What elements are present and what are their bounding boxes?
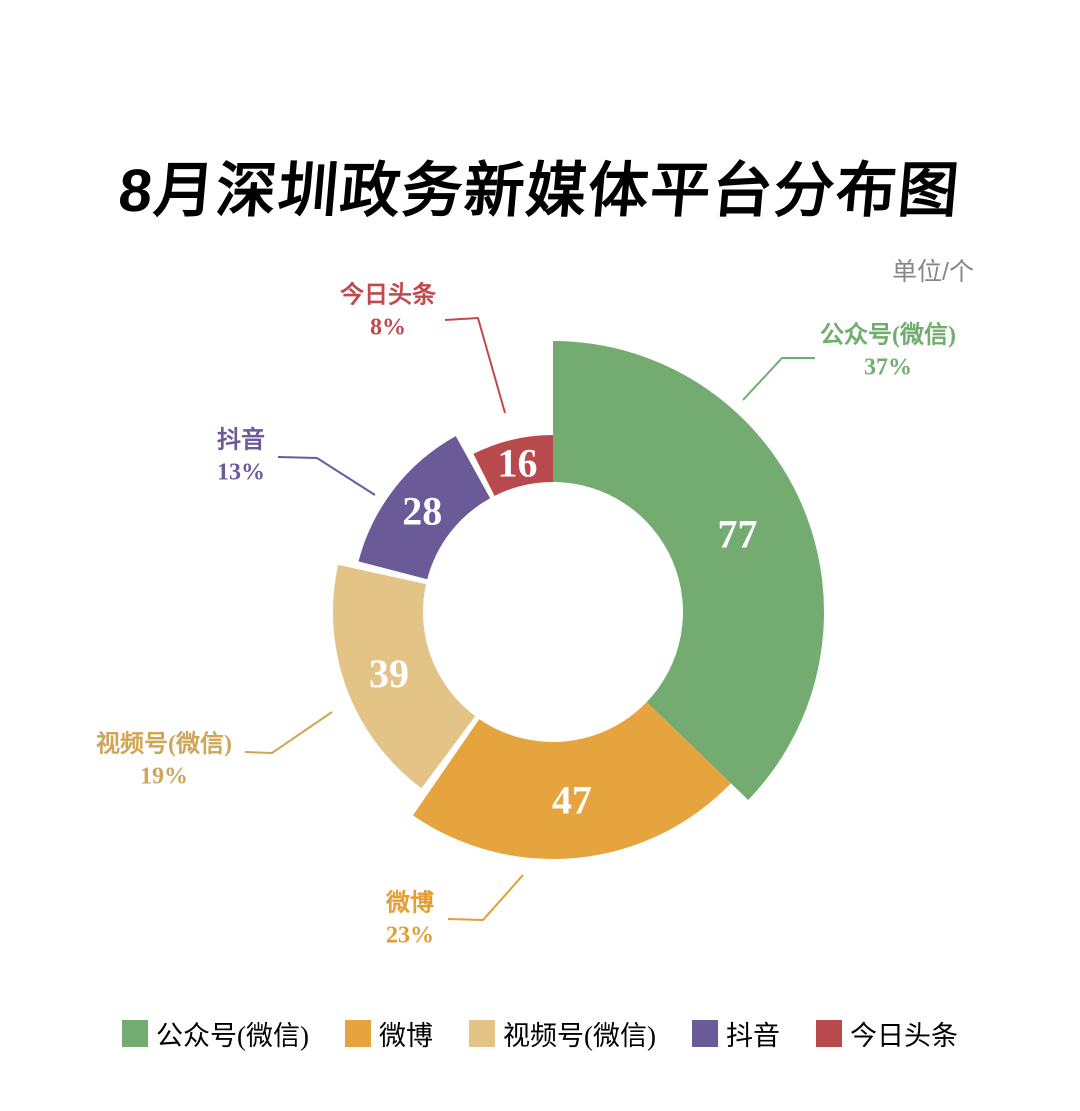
callout-name: 视频号(微信) [96,731,232,758]
legend-label: 视频号(微信) [503,1021,656,1051]
slice-value-wechat-channels: 39 [369,651,409,696]
callout-percent: 8% [370,314,406,340]
legend-item-wechat-official[interactable]: 公众号(微信) [122,1014,309,1053]
legend-item-toutiao[interactable]: 今日头条 [815,1014,958,1053]
callout-percent: 13% [217,459,265,485]
unit-label: 单位/个 [892,258,974,286]
callout-percent: 37% [863,354,912,380]
legend-swatch-toutiao [815,1020,842,1047]
legend-swatch-wechat-official [122,1020,149,1047]
slice-value-wechat-official: 77 [718,512,758,557]
callout-wechat-channels: 视频号(微信) 19% [96,729,232,792]
leader-line-toutiao [444,316,506,414]
slice-value-douyin: 28 [402,489,442,534]
pie-slice-douyin[interactable] [358,436,491,580]
leader-line-wechat-channels [244,711,333,755]
callout-percent: 19% [139,763,188,789]
callout-weibo: 微博 23% [386,888,434,951]
pie-slice-wechat-official[interactable] [553,341,825,800]
callout-wechat-official: 公众号(微信) 37% [820,320,956,383]
leader-line-douyin [277,456,376,496]
legend: 公众号(微信) 微博 视频号(微信) 抖音 今日头条 [0,1014,1080,1053]
slice-value-weibo: 47 [552,778,592,823]
pie-slice-toutiao[interactable] [473,435,553,496]
callout-douyin: 抖音 13% [217,425,265,488]
legend-label: 微博 [379,1021,433,1051]
slice-value-toutiao: 16 [498,441,538,486]
callout-name: 公众号(微信) [820,322,956,349]
callout-toutiao: 今日头条 8% [340,280,436,343]
leader-line-weibo [447,874,524,922]
legend-swatch-weibo [345,1020,371,1047]
legend-item-wechat-channels[interactable]: 视频号(微信) [469,1014,656,1053]
legend-label: 公众号(微信) [156,1021,309,1051]
pie-slice-wechat-channels[interactable] [332,564,476,789]
callout-percent: 23% [386,922,434,948]
callout-name: 抖音 [217,427,265,454]
legend-swatch-douyin [691,1020,718,1047]
legend-label: 今日头条 [849,1021,958,1051]
legend-item-weibo[interactable]: 微博 [345,1014,433,1053]
pie-slice-weibo[interactable] [412,702,731,860]
legend-label: 抖音 [725,1021,780,1051]
callout-name: 今日头条 [340,282,436,309]
legend-item-douyin[interactable]: 抖音 [691,1014,780,1053]
callout-name: 微博 [386,890,434,917]
leader-line-wechat-official [742,357,815,401]
legend-swatch-wechat-channels [469,1020,495,1047]
